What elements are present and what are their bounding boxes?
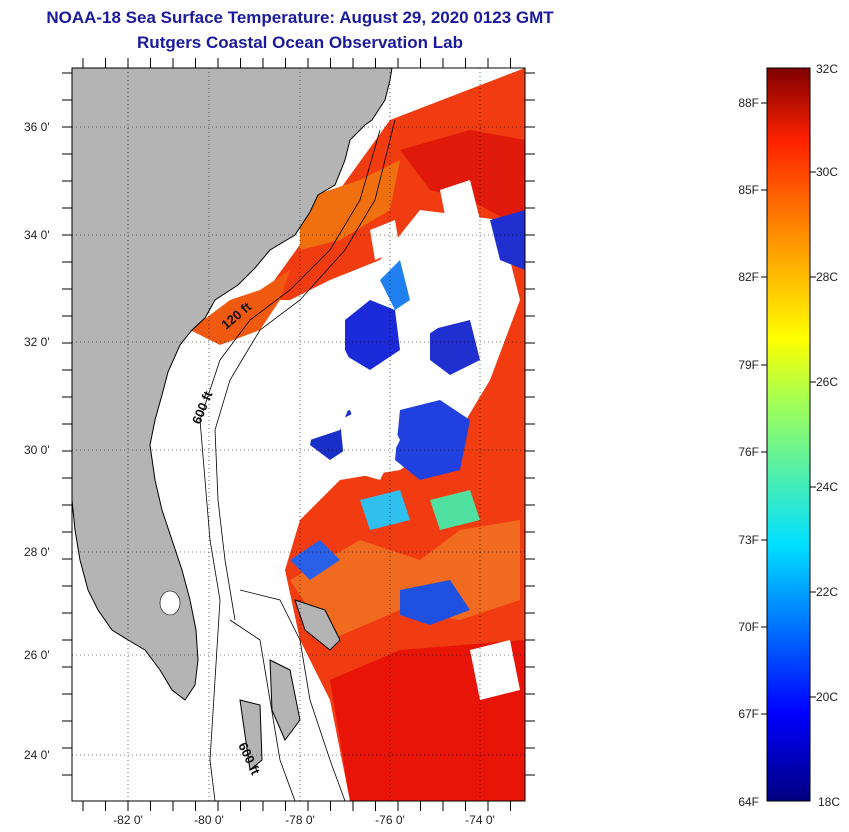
celsius-tick-label: 32C xyxy=(816,62,838,76)
lat-label: 28 0' xyxy=(24,545,50,559)
lake-okeechobee xyxy=(159,590,181,616)
lon-label: -82 0' xyxy=(113,813,143,827)
isobath-lines xyxy=(199,119,396,801)
lon-label: -76 0' xyxy=(375,813,405,827)
lon-label: -74 0' xyxy=(465,813,495,827)
celsius-tick-label: 24C xyxy=(816,480,838,494)
fahrenheit-tick-label: 73F xyxy=(738,533,759,547)
map-title: NOAA-18 Sea Surface Temperature: August … xyxy=(46,8,554,27)
lat-label: 34 0' xyxy=(24,228,50,242)
longitude-labels: -82 0' -80 0' -78 0' -76 0' -74 0' xyxy=(113,813,495,827)
fahrenheit-tick-label: 76F xyxy=(738,445,759,459)
fahrenheit-tick-label: 67F xyxy=(738,707,759,721)
celsius-tick-label: 22C xyxy=(816,585,838,599)
celsius-tick-label: 26C xyxy=(816,375,838,389)
lat-label: 36 0' xyxy=(24,120,50,134)
lat-label: 26 0' xyxy=(24,648,50,662)
map-frame xyxy=(71,67,526,802)
fahrenheit-tick-label: 82F xyxy=(738,270,759,284)
fahrenheit-tick-label: 79F xyxy=(738,358,759,372)
bahamas-islands xyxy=(294,599,341,651)
colorbar: 32C 30C 28C 26C 24C 22C 20C 18C 88F 85F … xyxy=(738,62,840,809)
latitude-labels: 36 0' 34 0' 32 0' 30 0' 28 0' 26 0' 24 0… xyxy=(24,120,50,762)
map-area: 120 ft 600 ft 600 ft xyxy=(72,68,525,801)
lat-label: 24 0' xyxy=(24,748,50,762)
axis-ticks xyxy=(62,58,535,811)
colorbar-ticks xyxy=(761,102,816,715)
colorbar-gradient xyxy=(766,67,811,802)
celsius-tick-label: 20C xyxy=(816,690,838,704)
fahrenheit-tick-label: 88F xyxy=(738,96,759,110)
fahrenheit-tick-label: 64F xyxy=(738,795,759,809)
celsius-tick-label: 30C xyxy=(816,165,838,179)
celsius-tick-label: 18C xyxy=(818,795,840,809)
map-subtitle: Rutgers Coastal Ocean Observation Lab xyxy=(137,33,463,52)
fahrenheit-tick-label: 70F xyxy=(738,620,759,634)
celsius-tick-label: 28C xyxy=(816,270,838,284)
fahrenheit-tick-label: 85F xyxy=(738,183,759,197)
lat-label: 32 0' xyxy=(24,335,50,349)
lat-label: 30 0' xyxy=(24,443,50,457)
lon-label: -80 0' xyxy=(194,813,224,827)
lon-label: -78 0' xyxy=(285,813,315,827)
